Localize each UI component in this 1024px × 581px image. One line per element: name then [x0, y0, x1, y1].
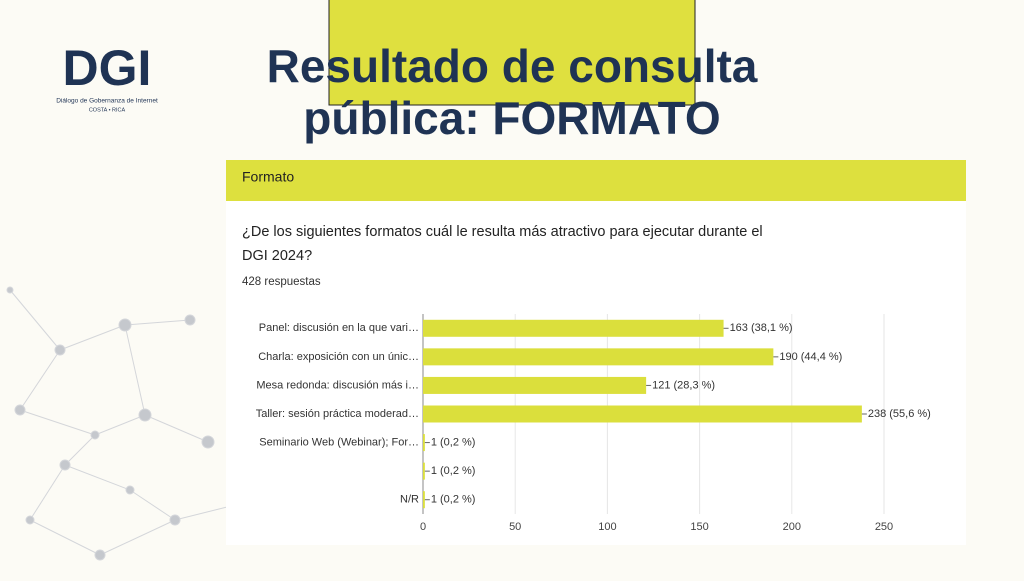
section-title: Formato — [242, 169, 294, 185]
title-line: Resultado de consulta — [267, 40, 758, 92]
x-tick-label: 100 — [598, 521, 616, 533]
value-label: 190 (44,4 %) — [779, 351, 842, 363]
chart-card — [226, 201, 966, 545]
value-label: 1 (0,2 %) — [431, 465, 476, 477]
bar — [423, 319, 724, 337]
x-tick-label: 200 — [783, 521, 801, 533]
logo-sub: Diálogo de Gobernanza de Internet — [56, 98, 158, 105]
title-highlight — [328, 0, 696, 106]
y-tick-label: N/R — [400, 494, 419, 506]
y-tick-label: Mesa redonda: discusión más i… — [256, 379, 419, 391]
title-line: pública: FORMATO — [303, 92, 720, 144]
value-label: 1 (0,2 %) — [431, 494, 476, 506]
bar — [423, 462, 425, 480]
bar — [423, 491, 425, 509]
value-label: 163 (38,1 %) — [730, 322, 793, 334]
y-tick-label: Charla: exposición con un únic… — [258, 351, 419, 363]
logo-country: COSTA • RICA — [89, 107, 126, 113]
bar — [423, 376, 647, 394]
question: ¿De los siguientes formatos cuál le resu… — [242, 224, 763, 240]
chart: 0 50 100 150 200 250 Panel: discusión en la qu… — [256, 314, 931, 533]
logo-main: DGI — [63, 40, 152, 96]
bar — [423, 405, 862, 423]
network-decoration — [6, 286, 242, 561]
section-header — [226, 160, 966, 201]
x-tick-label: 0 — [420, 521, 426, 533]
question: DGI 2024? — [242, 248, 312, 264]
x-tick-label: 150 — [690, 521, 708, 533]
response-count: 428 respuestas — [242, 276, 321, 288]
y-tick-label: Taller: sesión práctica moderad… — [256, 408, 419, 420]
bar — [423, 348, 774, 366]
x-tick-label: 50 — [509, 521, 521, 533]
value-label: 1 (0,2 %) — [431, 436, 476, 448]
value-label: 238 (55,6 %) — [868, 408, 931, 420]
value-label: 121 (28,3 %) — [652, 379, 715, 391]
y-tick-label: Seminario Web (Webinar); For… — [259, 436, 419, 448]
bar — [423, 434, 425, 452]
x-tick-label: 250 — [875, 521, 893, 533]
y-tick-label: Panel: discusión en la que vari… — [259, 322, 419, 334]
